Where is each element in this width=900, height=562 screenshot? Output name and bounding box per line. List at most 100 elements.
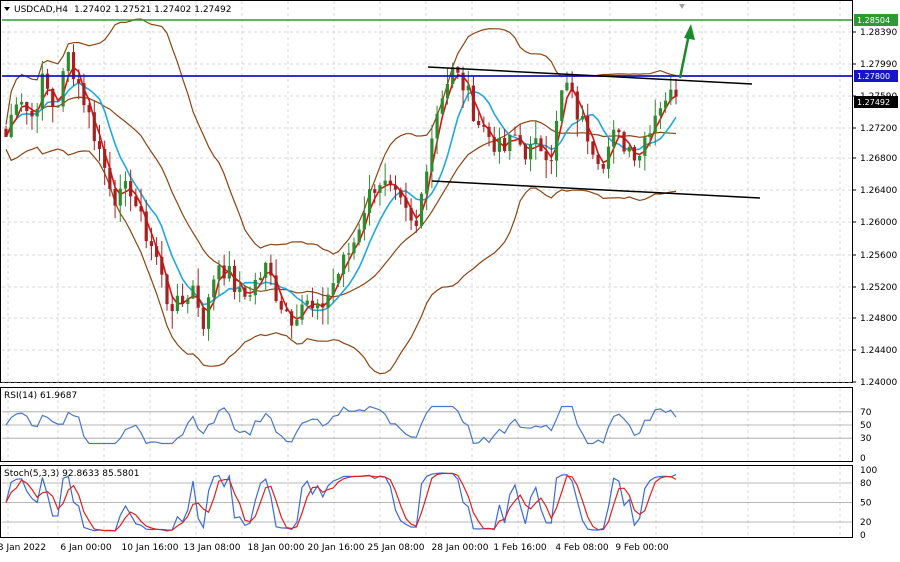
candle-body[interactable]	[160, 256, 164, 275]
candle-body[interactable]	[399, 189, 403, 198]
candle-body[interactable]	[139, 206, 143, 212]
candle-body[interactable]	[409, 207, 413, 221]
candle-body[interactable]	[570, 82, 574, 92]
candle-body[interactable]	[165, 274, 169, 305]
candle-body[interactable]	[482, 125, 486, 127]
candle-body[interactable]	[232, 265, 237, 292]
candle-body[interactable]	[435, 113, 439, 139]
candle-body[interactable]	[414, 220, 418, 226]
candle-body[interactable]	[144, 211, 148, 242]
candle-body[interactable]	[222, 265, 226, 279]
candle-body[interactable]	[627, 146, 631, 152]
candle-body[interactable]	[606, 146, 611, 169]
candle-body[interactable]	[419, 193, 424, 226]
candle-body[interactable]	[612, 129, 616, 147]
candle-body[interactable]	[326, 294, 330, 308]
candle-body[interactable]	[155, 246, 159, 257]
candle-body[interactable]	[77, 79, 81, 84]
candle-body[interactable]	[264, 262, 268, 278]
candle-body[interactable]	[9, 114, 13, 137]
candle-body[interactable]	[440, 98, 444, 114]
candle-body[interactable]	[544, 151, 548, 161]
candle-body[interactable]	[196, 285, 200, 308]
candle-body[interactable]	[658, 108, 663, 116]
candle-body[interactable]	[45, 73, 50, 89]
candle-body[interactable]	[445, 84, 450, 99]
candle-body[interactable]	[201, 307, 205, 329]
candle-body[interactable]	[186, 298, 190, 304]
candle-body[interactable]	[149, 241, 154, 247]
candle-body[interactable]	[61, 71, 65, 107]
candle-body[interactable]	[643, 137, 647, 156]
candle-body[interactable]	[248, 295, 252, 297]
candle-body[interactable]	[523, 144, 527, 160]
candle-body[interactable]	[601, 163, 605, 169]
candle-body[interactable]	[492, 136, 496, 152]
candle-body[interactable]	[518, 135, 522, 145]
candle-body[interactable]	[300, 304, 304, 320]
candle-body[interactable]	[674, 89, 678, 97]
candle-body[interactable]	[638, 155, 642, 161]
candle-body[interactable]	[373, 189, 377, 193]
candle-body[interactable]	[341, 254, 346, 275]
candle-body[interactable]	[87, 105, 91, 113]
candle-body[interactable]	[461, 72, 465, 91]
candle-body[interactable]	[175, 295, 179, 312]
lower-trend-line[interactable]	[431, 180, 761, 199]
candle-body[interactable]	[508, 134, 512, 152]
candle-body[interactable]	[539, 138, 543, 152]
candle-body[interactable]	[30, 111, 34, 117]
candle-body[interactable]	[632, 146, 637, 161]
candle-body[interactable]	[596, 154, 600, 164]
candle-body[interactable]	[170, 304, 174, 312]
candle-body[interactable]	[305, 300, 309, 305]
candle-body[interactable]	[331, 283, 335, 295]
candle-body[interactable]	[388, 180, 392, 186]
candle-body[interactable]	[487, 126, 491, 137]
candle-body[interactable]	[580, 116, 585, 120]
candle-body[interactable]	[51, 88, 55, 107]
candle-body[interactable]	[212, 279, 216, 298]
candle-body[interactable]	[35, 109, 39, 117]
candle-body[interactable]	[295, 319, 299, 326]
candle-body[interactable]	[206, 297, 211, 329]
candle-body[interactable]	[528, 144, 533, 160]
candle-body[interactable]	[4, 128, 8, 137]
candle-body[interactable]	[321, 303, 325, 308]
candle-body[interactable]	[549, 160, 553, 162]
candle-body[interactable]	[554, 120, 559, 161]
candle-body[interactable]	[217, 265, 221, 280]
candle-body[interactable]	[347, 253, 351, 255]
candle-body[interactable]	[591, 141, 595, 155]
candle-body[interactable]	[129, 181, 133, 197]
candle-body[interactable]	[357, 229, 361, 243]
candle-body[interactable]	[56, 106, 60, 108]
candle-body[interactable]	[352, 242, 356, 254]
candle-body[interactable]	[664, 100, 668, 109]
candle-body[interactable]	[180, 295, 185, 304]
candle-body[interactable]	[227, 265, 231, 279]
upper-trend-line[interactable]	[427, 66, 753, 85]
candle-body[interactable]	[123, 181, 128, 189]
candle-body[interactable]	[617, 129, 621, 133]
candle-body[interactable]	[471, 85, 476, 122]
candle-body[interactable]	[66, 52, 70, 72]
candle-body[interactable]	[279, 300, 283, 310]
candle-body[interactable]	[134, 196, 138, 207]
candle-body[interactable]	[466, 85, 470, 91]
candle-body[interactable]	[25, 101, 29, 112]
candle-body[interactable]	[284, 309, 289, 312]
candle-body[interactable]	[513, 134, 517, 136]
candle-body[interactable]	[503, 138, 507, 152]
candle-body[interactable]	[290, 311, 294, 326]
candle-body[interactable]	[14, 104, 18, 115]
candle-body[interactable]	[653, 115, 657, 134]
candle-body[interactable]	[393, 185, 398, 190]
candle-body[interactable]	[40, 73, 44, 110]
candle-body[interactable]	[575, 91, 579, 120]
candle-body[interactable]	[586, 116, 590, 142]
candle-body[interactable]	[560, 90, 564, 121]
candle-body[interactable]	[310, 300, 315, 309]
